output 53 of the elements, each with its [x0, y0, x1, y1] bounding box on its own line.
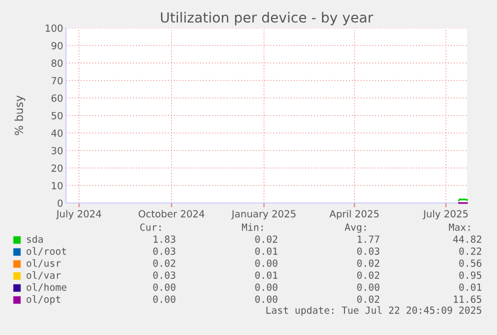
- y-tick-label: 60: [52, 94, 63, 102]
- text: 0.00: [357, 283, 380, 291]
- x-tick-label: July 2024: [56, 210, 102, 220]
- text: 0.02: [357, 259, 380, 267]
- x-tick-label: January 2025: [231, 210, 296, 220]
- legend-label: ol/root: [26, 247, 66, 256]
- text: Min:: [242, 223, 263, 231]
- x-tick-label: July 2025: [422, 210, 468, 220]
- legend-label: ol/home: [26, 283, 66, 292]
- text: 0.03: [153, 247, 176, 255]
- text: 0.00: [255, 259, 278, 267]
- legend-label: ol/var: [26, 271, 61, 280]
- text: 0.02: [255, 235, 278, 243]
- y-tick-label: 80: [52, 59, 63, 67]
- text: 0.00: [255, 283, 278, 291]
- y-tick-label: 50: [52, 112, 63, 120]
- text: 1.83: [154, 235, 176, 243]
- text: 44.82: [453, 235, 482, 243]
- text: 0.01: [255, 271, 278, 279]
- text: 0.03: [153, 271, 176, 279]
- text: 0.00: [153, 283, 176, 291]
- y-tick-label: 100: [46, 24, 63, 32]
- y-tick-label: 90: [51, 42, 63, 50]
- text: 0.02: [357, 271, 380, 279]
- y-tick-label: 20: [52, 164, 63, 172]
- text: 0.03: [357, 247, 380, 255]
- text: Cur:: [140, 223, 161, 231]
- chart-title: Utilization per device - by year: [161, 12, 374, 26]
- legend-label: ol/usr: [26, 259, 61, 268]
- text: 0.02: [153, 259, 176, 267]
- text: 1.77: [358, 236, 380, 243]
- x-tick-label: October 2024: [138, 210, 204, 218]
- text: Last update: Tue Jul 22 20:45:09 2025: [266, 306, 482, 316]
- text: 0.95: [459, 271, 482, 279]
- x-tick-label: April 2025: [329, 210, 379, 220]
- text: Avg:: [344, 224, 366, 233]
- text: Max:: [448, 224, 470, 231]
- y-tick-label: 30: [52, 146, 63, 154]
- legend-label: ol/opt: [26, 295, 60, 305]
- y-tick-label: 10: [52, 182, 63, 190]
- y-tick-label: 40: [51, 129, 63, 137]
- text: 0.01: [459, 283, 482, 291]
- legend-label: sda: [27, 235, 43, 243]
- y-axis-title: % busy: [14, 96, 26, 136]
- y-tick-label: 70: [52, 76, 63, 84]
- text: 0.01: [255, 247, 278, 255]
- text: 0.00: [153, 295, 176, 303]
- y-tick-label: 0: [58, 199, 63, 207]
- text: 0.02: [357, 295, 380, 303]
- text: 0.00: [255, 295, 278, 303]
- text: 11.65: [454, 295, 482, 303]
- text: 0.22: [459, 247, 482, 255]
- text: 0.56: [459, 259, 482, 267]
